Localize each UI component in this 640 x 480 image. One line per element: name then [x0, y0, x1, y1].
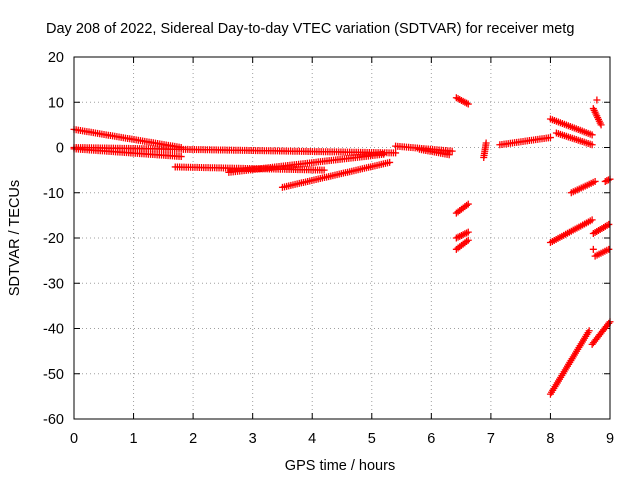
data-point — [588, 131, 596, 139]
data-track — [452, 228, 472, 242]
data-point — [604, 176, 612, 184]
data-point — [177, 153, 185, 161]
x-tick-label: 9 — [606, 431, 614, 447]
tick-labels: 0 1 2 3 4 5 6 7 8 9 20 10 0 -10 -20 -30 -40 -50 -60 — [43, 50, 614, 447]
data-track — [546, 327, 593, 398]
y-tick-label: 20 — [48, 50, 64, 66]
data-point — [588, 216, 596, 224]
data-track — [591, 245, 613, 260]
x-tick-label: 2 — [189, 431, 197, 447]
data-track — [278, 158, 394, 191]
data-point — [588, 141, 596, 149]
data-track — [589, 105, 605, 129]
x-tick-label: 1 — [130, 431, 138, 447]
data-point — [380, 150, 388, 158]
data-track — [546, 216, 596, 247]
data-point — [448, 147, 456, 155]
data-track — [452, 200, 472, 217]
data-point — [445, 151, 453, 159]
data-point — [386, 158, 394, 166]
data-point — [605, 319, 613, 327]
x-tick-label: 7 — [487, 431, 495, 447]
data-point — [597, 121, 605, 129]
y-tick-label: -50 — [43, 367, 64, 383]
data-point — [603, 177, 611, 185]
data-track — [415, 145, 453, 159]
x-tick-label: 4 — [308, 431, 316, 447]
y-tick-label: -20 — [43, 231, 64, 247]
data-point — [601, 177, 609, 185]
x-tick-label: 3 — [249, 431, 257, 447]
data-track — [480, 139, 490, 161]
data-point — [392, 149, 400, 157]
data-point — [464, 228, 472, 236]
data-series — [70, 94, 614, 398]
data-track — [496, 134, 554, 149]
data-point — [464, 100, 472, 108]
data-point — [589, 245, 597, 253]
chart-title: Day 208 of 2022, Sidereal Day-to-day VTE… — [46, 21, 574, 37]
y-tick-label: -40 — [43, 322, 64, 338]
data-point — [585, 327, 593, 335]
data-point — [482, 139, 490, 147]
x-tick-label: 0 — [70, 431, 78, 447]
x-tick-label: 6 — [427, 431, 435, 447]
data-point — [320, 166, 328, 174]
y-tick-label: -60 — [43, 412, 64, 428]
data-track — [589, 220, 613, 237]
x-tick-label: 5 — [368, 431, 376, 447]
data-point — [605, 245, 613, 253]
data-point — [593, 96, 601, 104]
data-point — [605, 220, 613, 228]
plot-border — [73, 56, 611, 420]
data-track — [225, 150, 388, 176]
x-axis-label: GPS time / hours — [285, 458, 395, 474]
x-tick-label: 8 — [546, 431, 554, 447]
data-track — [552, 129, 596, 149]
y-tick-label: -10 — [43, 186, 64, 202]
data-track — [567, 177, 599, 197]
grid-lines — [74, 57, 610, 419]
data-point — [591, 177, 599, 185]
y-tick-label: -30 — [43, 276, 64, 292]
data-track — [546, 115, 596, 139]
data-point — [546, 134, 554, 142]
y-axis-label: SDTVAR / TECUs — [7, 180, 23, 296]
data-point — [464, 236, 472, 244]
data-track — [452, 94, 472, 108]
y-tick-label: 0 — [56, 141, 64, 157]
y-tick-label: 10 — [48, 95, 64, 111]
data-track — [70, 144, 400, 157]
data-track — [452, 236, 472, 253]
data-point — [464, 200, 472, 208]
